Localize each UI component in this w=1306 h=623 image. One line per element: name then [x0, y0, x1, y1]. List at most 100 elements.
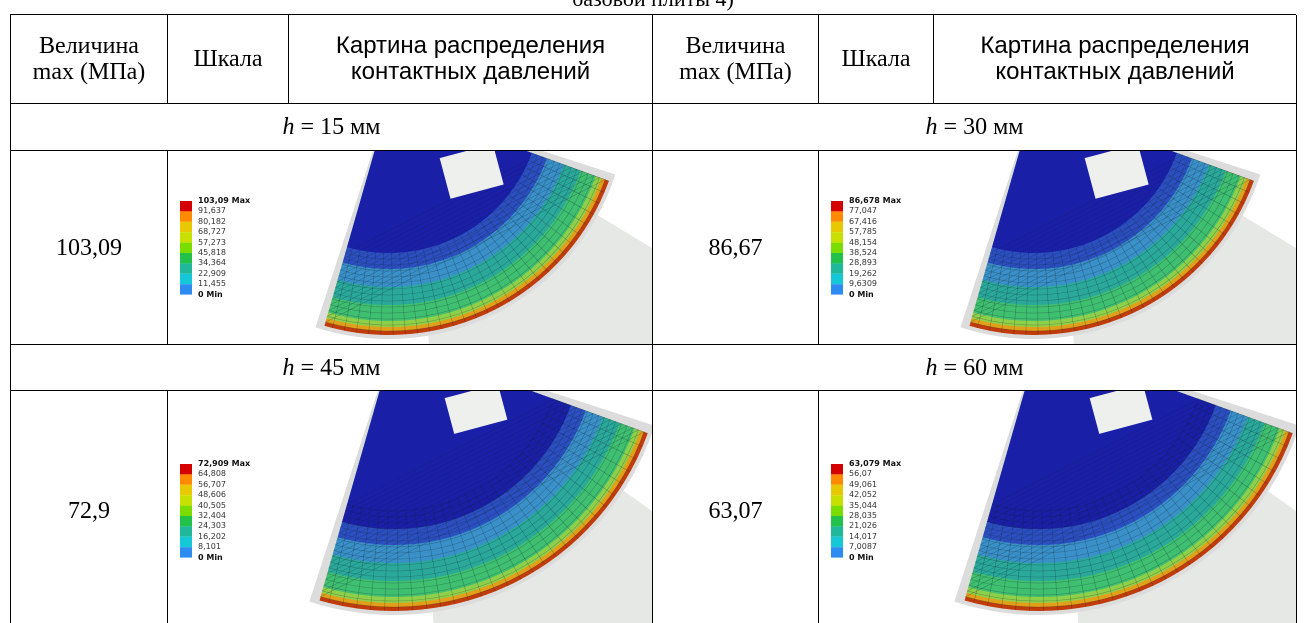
scale-label: 19,262: [849, 269, 901, 279]
fem-shape: [831, 274, 843, 284]
height-symbol: h: [926, 355, 938, 381]
max-value: 86,67: [653, 151, 819, 345]
fem-shape: [180, 222, 192, 232]
scale-label: 28,035: [849, 511, 901, 521]
fem-shape: [831, 201, 843, 211]
fem-shape: [831, 263, 843, 273]
height-cell: h = 30 мм: [653, 104, 1297, 151]
scale-label: 42,052: [849, 490, 901, 500]
scale-label: 7,0087: [849, 542, 901, 552]
fem-shape: [831, 243, 843, 253]
scale-label: 68,727: [198, 227, 250, 237]
fem-shape: [180, 485, 192, 495]
color-bar: [831, 201, 845, 305]
fem-shape: [831, 495, 843, 505]
height-value: = 45 мм: [301, 355, 381, 381]
fem-shape: [180, 495, 192, 505]
color-bar: [831, 464, 845, 568]
picture-cell: [289, 151, 653, 345]
pressure-picture: [289, 151, 652, 344]
max-value: 72,9: [11, 391, 168, 623]
height-value: = 60 мм: [944, 355, 1024, 381]
header-cell: Шкала: [819, 15, 934, 104]
fem-shape: [831, 516, 843, 526]
fem-shape: [831, 232, 843, 242]
scale-label: 0 Min: [198, 553, 250, 563]
scale-label: 77,047: [849, 206, 901, 216]
height-symbol: h: [926, 114, 938, 140]
height-symbol: h: [283, 355, 295, 381]
header-cell: Картина распределения контактных давлени…: [934, 15, 1297, 104]
scale-label: 91,637: [198, 206, 250, 216]
height-cell: h = 45 мм: [11, 345, 653, 391]
fem-shape: [180, 263, 192, 273]
scale-label: 86,678 Max: [849, 196, 901, 206]
scale-label: 11,455: [198, 279, 250, 289]
scale-label: 22,909: [198, 269, 250, 279]
scale-label: 14,017: [849, 532, 901, 542]
picture-cell: [289, 391, 653, 623]
scale-label: 34,364: [198, 258, 250, 268]
scale-label: 48,606: [198, 490, 250, 500]
scale-label: 45,818: [198, 248, 250, 258]
height-value: = 30 мм: [944, 114, 1024, 140]
height-value: = 15 мм: [301, 114, 381, 140]
scale-label: 56,07: [849, 469, 901, 479]
fem-shape: [180, 516, 192, 526]
scale-label: 21,026: [849, 521, 901, 531]
fem-shape: [831, 506, 843, 516]
scale-label: 57,785: [849, 227, 901, 237]
fem-shape: [831, 464, 843, 474]
fem-shape: [180, 537, 192, 547]
scale-label: 35,044: [849, 501, 901, 511]
fem-shape: [831, 222, 843, 232]
fem-shape: [180, 201, 192, 211]
scale-label: 9,6309: [849, 279, 901, 289]
header-cell: Величина max (МПа): [653, 15, 819, 104]
scale-label: 80,182: [198, 217, 250, 227]
scale-label: 56,707: [198, 480, 250, 490]
color-bar: [180, 464, 194, 568]
color-bar: [180, 201, 194, 305]
max-value: 63,07: [653, 391, 819, 623]
scale-label: 67,416: [849, 217, 901, 227]
fem-shape: [180, 211, 192, 221]
scale-labels: 86,678 Max77,04767,41657,78548,15438,524…: [849, 196, 901, 300]
pressure-picture: [289, 391, 652, 623]
picture-cell: [934, 391, 1297, 623]
fem-shape: [831, 526, 843, 536]
picture-cell: [934, 151, 1297, 345]
fem-shape: [180, 526, 192, 536]
scale-label: 16,202: [198, 532, 250, 542]
scale-label: 0 Min: [849, 553, 901, 563]
scale-label: 49,061: [849, 480, 901, 490]
fem-shape: [180, 284, 192, 294]
scale-label: 0 Min: [849, 290, 901, 300]
scale-label: 57,273: [198, 238, 250, 248]
scale-label: 72,909 Max: [198, 459, 250, 469]
max-value: 103,09: [11, 151, 168, 345]
fem-shape: [180, 506, 192, 516]
scale-label: 8,101: [198, 542, 250, 552]
page: базовой плиты 4) Величина max (МПа)Шкала…: [0, 0, 1306, 623]
fem-shape: [180, 547, 192, 557]
fem-shape: [831, 537, 843, 547]
header-cell: Шкала: [168, 15, 289, 104]
scale-label: 28,893: [849, 258, 901, 268]
fem-shape: [831, 485, 843, 495]
header-cell: Картина распределения контактных давлени…: [289, 15, 653, 104]
header-cell: Величина max (МПа): [11, 15, 168, 104]
height-cell: h = 15 мм: [11, 104, 653, 151]
scale-label: 24,303: [198, 521, 250, 531]
height-cell: h = 60 мм: [653, 345, 1297, 391]
scale-label: 48,154: [849, 238, 901, 248]
fem-shape: [180, 474, 192, 484]
fem-shape: [180, 274, 192, 284]
